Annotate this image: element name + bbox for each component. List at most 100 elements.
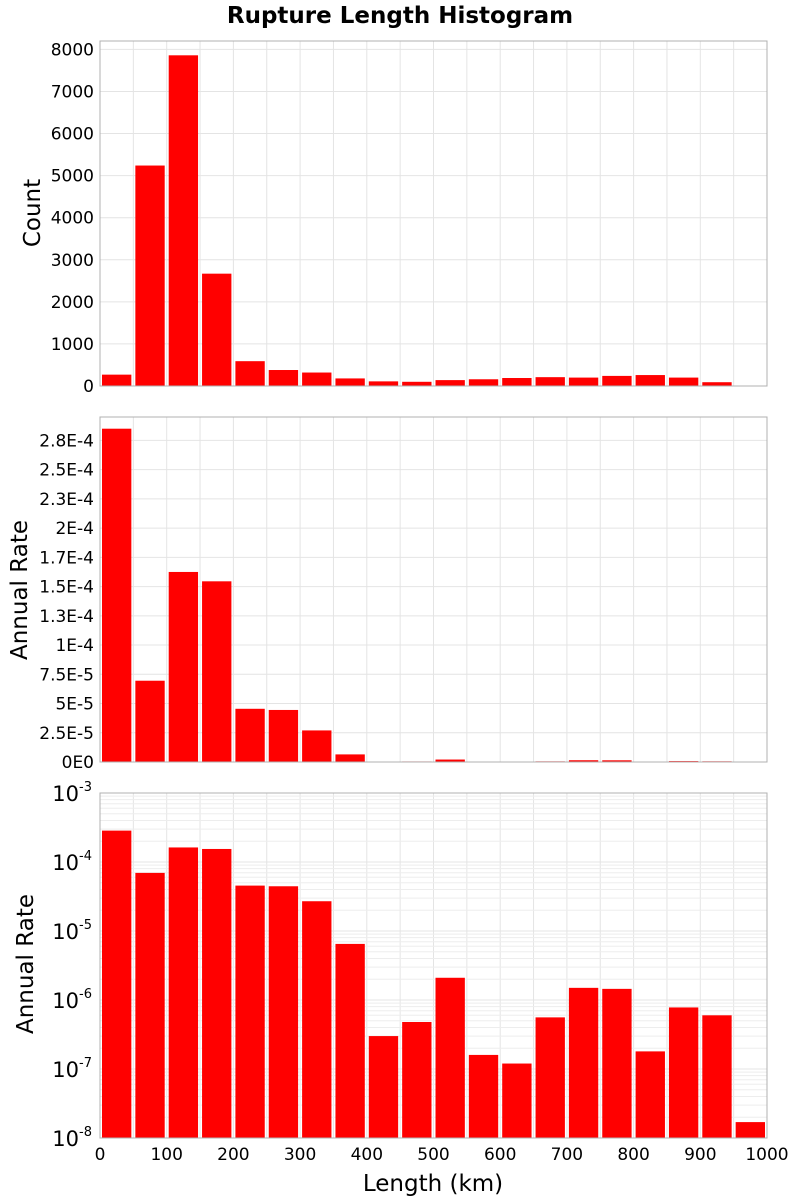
histogram-bar [235, 361, 265, 386]
y-tick-label: 4000 [51, 209, 94, 229]
y-tick-label: 10-7 [52, 1056, 92, 1082]
y-tick-label: 7000 [51, 82, 94, 102]
histogram-bar [568, 760, 599, 762]
histogram-bar [135, 165, 165, 386]
histogram-bar [568, 377, 599, 386]
histogram-bar [202, 848, 232, 1138]
x-tick-label: 1000 [745, 1145, 788, 1165]
histogram-bar [268, 709, 299, 762]
x-tick-label: 200 [217, 1145, 249, 1165]
histogram-bar [102, 830, 132, 1138]
y-tick-label: 2000 [51, 293, 94, 313]
histogram-bar [402, 381, 432, 386]
y-tick-label: 0 [83, 377, 94, 397]
histogram-bar [435, 759, 465, 762]
y-tick-label: 1.5E-4 [39, 578, 94, 598]
histogram-bar [402, 1021, 432, 1138]
y-tick-label: 1000 [51, 335, 94, 355]
y-tick-label: 2.5E-5 [39, 724, 94, 744]
histogram-bar [335, 378, 365, 386]
histogram-bar [368, 1036, 399, 1138]
annual-rate-linear-plot-frame [99, 416, 768, 763]
y-tick-label: 3000 [51, 251, 94, 271]
y-tick-label: 1E-4 [55, 636, 94, 656]
histogram-bar [568, 987, 599, 1138]
y-tick-label: 2E-4 [55, 519, 94, 539]
histogram-bar [502, 378, 532, 386]
annual-rate-linear-panel: 0E0 2.5E-5 5E-5 7.5E-5 1E-4 1.3E-4 1.5E-4 1.7E-… [7, 416, 768, 773]
annual-rate-log-panel: 10-8 10-7 10-6 10-5 10-4 10-3 0 100 200 300 400 50… [13, 780, 789, 1197]
histogram-bar [168, 571, 199, 762]
histogram-bar [735, 1122, 765, 1138]
histogram-bar [335, 943, 365, 1138]
histogram-bar [702, 382, 732, 386]
histogram-bar [602, 375, 632, 386]
x-tick-label: 800 [617, 1145, 649, 1165]
histogram-bar [602, 988, 632, 1138]
x-tick-label: 500 [417, 1145, 449, 1165]
histogram-bar [502, 1063, 532, 1138]
x-tick-label: 400 [351, 1145, 383, 1165]
y-tick-label: 7.5E-5 [39, 665, 94, 685]
histogram-bar [435, 380, 465, 386]
y-tick-label: 0E0 [62, 753, 94, 773]
y-tick-label: 2.3E-4 [39, 490, 94, 510]
histogram-bar [268, 370, 299, 386]
y-tick-label: 1.3E-4 [39, 607, 94, 627]
histogram-bar [368, 381, 399, 386]
histogram-bar [102, 374, 132, 386]
histogram-bar [268, 886, 299, 1138]
y-tick-label: 5000 [51, 167, 94, 187]
histogram-bar [168, 55, 199, 387]
histogram-bar [535, 1017, 565, 1138]
histogram-bar [602, 760, 632, 762]
histogram-bar [202, 581, 232, 762]
count-panel: 0 1000 2000 3000 4000 5000 6000 7000 8000 Count [20, 40, 768, 397]
y-tick-label: 8000 [51, 40, 94, 60]
y-tick-label: 10-8 [52, 1125, 92, 1151]
histogram-bar [235, 708, 265, 762]
histogram-bar [635, 375, 665, 386]
y-tick-label: 5E-5 [55, 695, 94, 715]
annual-rate-log-plot-frame [99, 792, 768, 1139]
histogram-bar [168, 847, 199, 1138]
histogram-bar [135, 680, 165, 762]
y-tick-label: 10-3 [52, 780, 92, 806]
histogram-bar [102, 428, 132, 762]
y-tick-label: 2.5E-4 [39, 461, 94, 481]
histogram-bar [668, 1007, 699, 1138]
y-tick-label: 10-5 [52, 918, 92, 944]
annual-rate-linear-y-axis-label: Annual Rate [7, 520, 33, 660]
histogram-bar [335, 754, 365, 762]
histogram-bar [635, 1051, 665, 1138]
histogram-bar [535, 377, 565, 386]
y-tick-label: 2.8E-4 [39, 431, 94, 451]
histogram-bar [302, 730, 332, 762]
chart-title: Rupture Length Histogram [227, 3, 573, 29]
histogram-bar [135, 872, 165, 1138]
histogram-bar [202, 273, 232, 386]
x-tick-label: 300 [284, 1145, 316, 1165]
histogram-bar [668, 377, 699, 386]
histogram-bar [468, 379, 499, 386]
x-axis-label: Length (km) [363, 1171, 503, 1197]
y-tick-label: 1.7E-4 [39, 548, 94, 568]
histogram-bar [468, 1054, 499, 1138]
y-tick-label: 10-4 [52, 849, 92, 875]
x-tick-label: 100 [150, 1145, 182, 1165]
histogram-bar [435, 977, 465, 1138]
x-tick-label: 900 [684, 1145, 716, 1165]
histogram-bar [302, 372, 332, 386]
count-plot-frame [99, 40, 768, 387]
histogram-bar [302, 901, 332, 1138]
x-tick-label: 700 [551, 1145, 583, 1165]
annual-rate-log-y-axis-label: Annual Rate [13, 894, 39, 1034]
y-tick-label: 10-6 [52, 987, 92, 1013]
x-tick-label: 600 [484, 1145, 516, 1165]
histogram-bar [235, 885, 265, 1138]
count-y-axis-label: Count [20, 179, 46, 247]
histogram-bar [702, 1015, 732, 1138]
y-tick-label: 6000 [51, 125, 94, 145]
x-tick-label: 0 [95, 1145, 106, 1165]
